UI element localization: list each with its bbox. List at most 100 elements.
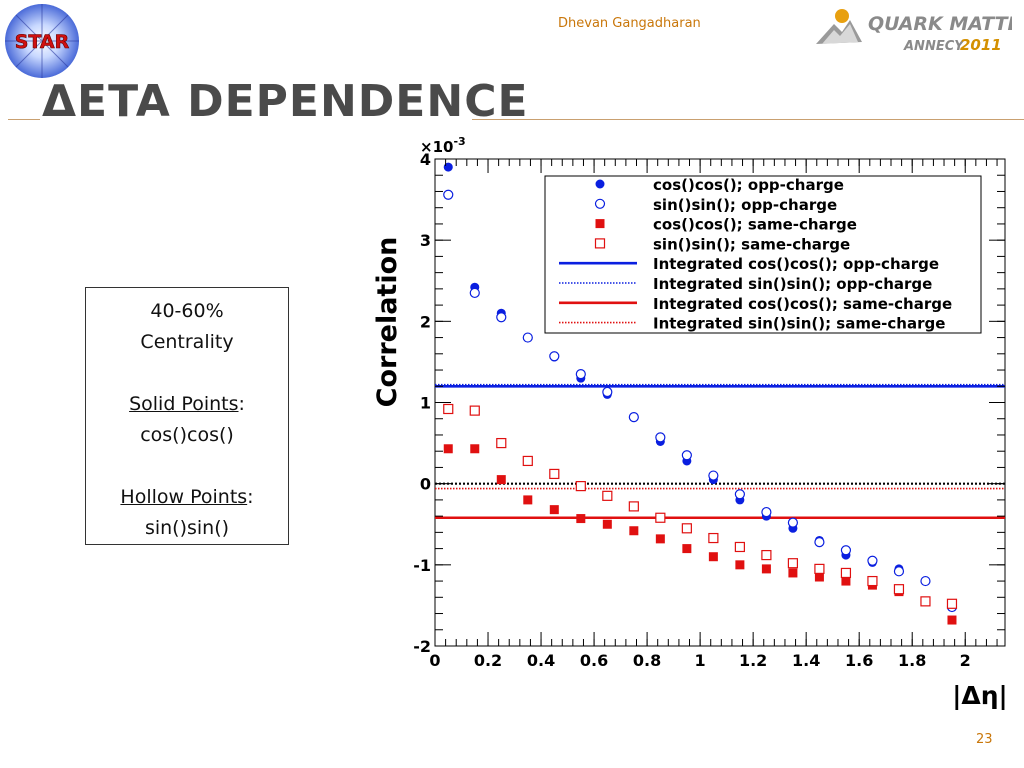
star-logo-text: STAR bbox=[15, 31, 70, 53]
data-point-series-4 bbox=[655, 512, 666, 523]
data-point-series-4 bbox=[787, 558, 799, 569]
data-point-series-2 bbox=[522, 332, 533, 343]
legend-label-4: sin()sin(); same-charge bbox=[653, 235, 850, 253]
x-tick-label: 0.2 bbox=[474, 651, 502, 670]
y-exponent: ×10-3 bbox=[420, 135, 466, 156]
data-point-series-2 bbox=[761, 506, 772, 518]
data-point-series-2 bbox=[549, 351, 560, 362]
y-tick-label: -2 bbox=[413, 637, 431, 656]
legend-label-6: Integrated sin()sin(); opp-charge bbox=[653, 275, 932, 293]
hollow-points-value: sin()sin() bbox=[144, 517, 230, 539]
y-tick-label: 2 bbox=[420, 312, 431, 331]
data-point-series-3 bbox=[496, 475, 506, 485]
data-point-series-4 bbox=[761, 549, 772, 561]
data-point-series-2 bbox=[893, 566, 905, 577]
y-tick-label: -1 bbox=[413, 556, 431, 575]
x-tick-label: 0.4 bbox=[527, 651, 555, 670]
data-point-series-3 bbox=[523, 495, 533, 505]
hollow-points-label: Hollow Points bbox=[120, 486, 248, 508]
data-point-series-4 bbox=[549, 468, 560, 480]
data-point-series-4 bbox=[628, 501, 639, 512]
data-point-series-2 bbox=[469, 287, 480, 299]
hollow-points-line: Hollow Points: bbox=[86, 482, 288, 513]
data-point-series-4 bbox=[681, 523, 692, 534]
x-tick-label: 0.8 bbox=[633, 651, 661, 670]
y-tick-label: 1 bbox=[420, 394, 431, 413]
x-tick-label: 1.4 bbox=[792, 651, 820, 670]
data-point-series-2 bbox=[443, 189, 454, 200]
data-point-series-4 bbox=[522, 455, 533, 467]
title-rule-right bbox=[472, 119, 1024, 120]
conference-year: 2011 bbox=[960, 36, 1002, 54]
data-point-series-3 bbox=[443, 444, 453, 454]
legend-label-5: Integrated cos()cos(); opp-charge bbox=[653, 255, 939, 273]
data-point-series-4 bbox=[443, 403, 454, 415]
legend-marker-2 bbox=[594, 198, 606, 209]
data-point-series-4 bbox=[814, 563, 825, 574]
data-point-series-4 bbox=[734, 541, 745, 553]
legend-marker-3 bbox=[595, 219, 605, 229]
data-point-series-3 bbox=[708, 552, 718, 562]
data-point-series-2 bbox=[602, 386, 613, 398]
data-point-series-2 bbox=[655, 432, 666, 443]
data-point-series-2 bbox=[787, 517, 799, 528]
x-tick-label: 0.6 bbox=[580, 651, 608, 670]
data-point-series-3 bbox=[947, 615, 957, 625]
data-point-series-4 bbox=[840, 567, 852, 579]
centrality-value: 40-60% bbox=[150, 300, 224, 322]
solid-points-label: Solid Points bbox=[129, 393, 239, 415]
data-point-series-2 bbox=[867, 555, 878, 566]
data-point-series-4 bbox=[575, 481, 586, 492]
data-point-series-2 bbox=[575, 368, 586, 380]
data-point-series-4 bbox=[469, 405, 480, 416]
centrality-label: Centrality bbox=[140, 331, 234, 353]
data-point-series-2 bbox=[681, 450, 692, 461]
data-point-series-4 bbox=[893, 584, 905, 595]
legend-box bbox=[544, 175, 982, 334]
x-axis-label: |Δη| bbox=[952, 681, 1007, 710]
data-point-series-2 bbox=[708, 470, 719, 481]
solid-points-line: Solid Points: bbox=[86, 389, 288, 420]
legend-marker-4 bbox=[594, 238, 606, 249]
y-tick-label: 0 bbox=[420, 475, 431, 494]
legend-label-3: cos()cos(); same-charge bbox=[653, 216, 857, 234]
slide-title: ΔETA DEPENDENCE bbox=[42, 76, 529, 127]
solid-points-value: cos()cos() bbox=[140, 424, 234, 446]
data-point-series-2 bbox=[840, 545, 852, 556]
data-point-series-3 bbox=[814, 572, 824, 582]
conference-name: QUARK MATTER bbox=[868, 13, 1012, 35]
conference-city: ANNECY bbox=[903, 39, 965, 54]
data-point-series-2 bbox=[920, 575, 931, 587]
x-tick-label: 0 bbox=[429, 651, 440, 670]
data-point-series-4 bbox=[602, 490, 613, 501]
data-point-series-3 bbox=[682, 544, 692, 554]
x-tick-label: 1 bbox=[695, 651, 706, 670]
legend-label-8: Integrated sin()sin(); same-charge bbox=[653, 315, 945, 333]
data-point-series-3 bbox=[629, 526, 639, 536]
data-point-series-3 bbox=[655, 534, 665, 544]
quark-matter-logo: QUARK MATTER ANNECY 2011 bbox=[816, 9, 1012, 54]
data-point-series-4 bbox=[496, 437, 507, 449]
x-tick-label: 1.8 bbox=[898, 651, 926, 670]
data-point-series-3 bbox=[788, 568, 798, 578]
data-point-series-3 bbox=[602, 519, 612, 529]
legend-label-7: Integrated cos()cos(); same-charge bbox=[653, 295, 952, 313]
data-point-series-4 bbox=[708, 532, 719, 544]
data-point-series-3 bbox=[470, 444, 480, 454]
correlation-chart: 0 0.2 0.4 0.6 0.8 1 1.2 1.4 1.6 1.8 2 -2 -1 0 1 2 3 4 cos… bbox=[372, 135, 1008, 710]
data-point-series-2 bbox=[496, 312, 507, 323]
data-point-series-3 bbox=[576, 514, 586, 524]
data-point-series-3 bbox=[735, 560, 745, 570]
data-point-series-4 bbox=[920, 596, 931, 607]
legend-marker-1 bbox=[595, 179, 605, 189]
hollow-points-colon: : bbox=[247, 486, 254, 508]
y-axis-label: Correlation bbox=[372, 237, 403, 408]
data-point-series-2 bbox=[734, 489, 745, 500]
data-point-series-2 bbox=[628, 412, 639, 423]
solid-points-colon: : bbox=[238, 393, 245, 415]
x-tick-label: 1.2 bbox=[739, 651, 767, 670]
data-point-series-3 bbox=[549, 505, 559, 515]
data-point-series-2 bbox=[814, 537, 825, 548]
info-box: 40-60% Centrality Solid Points: cos()cos… bbox=[85, 287, 289, 545]
data-point-series-3 bbox=[841, 576, 851, 586]
